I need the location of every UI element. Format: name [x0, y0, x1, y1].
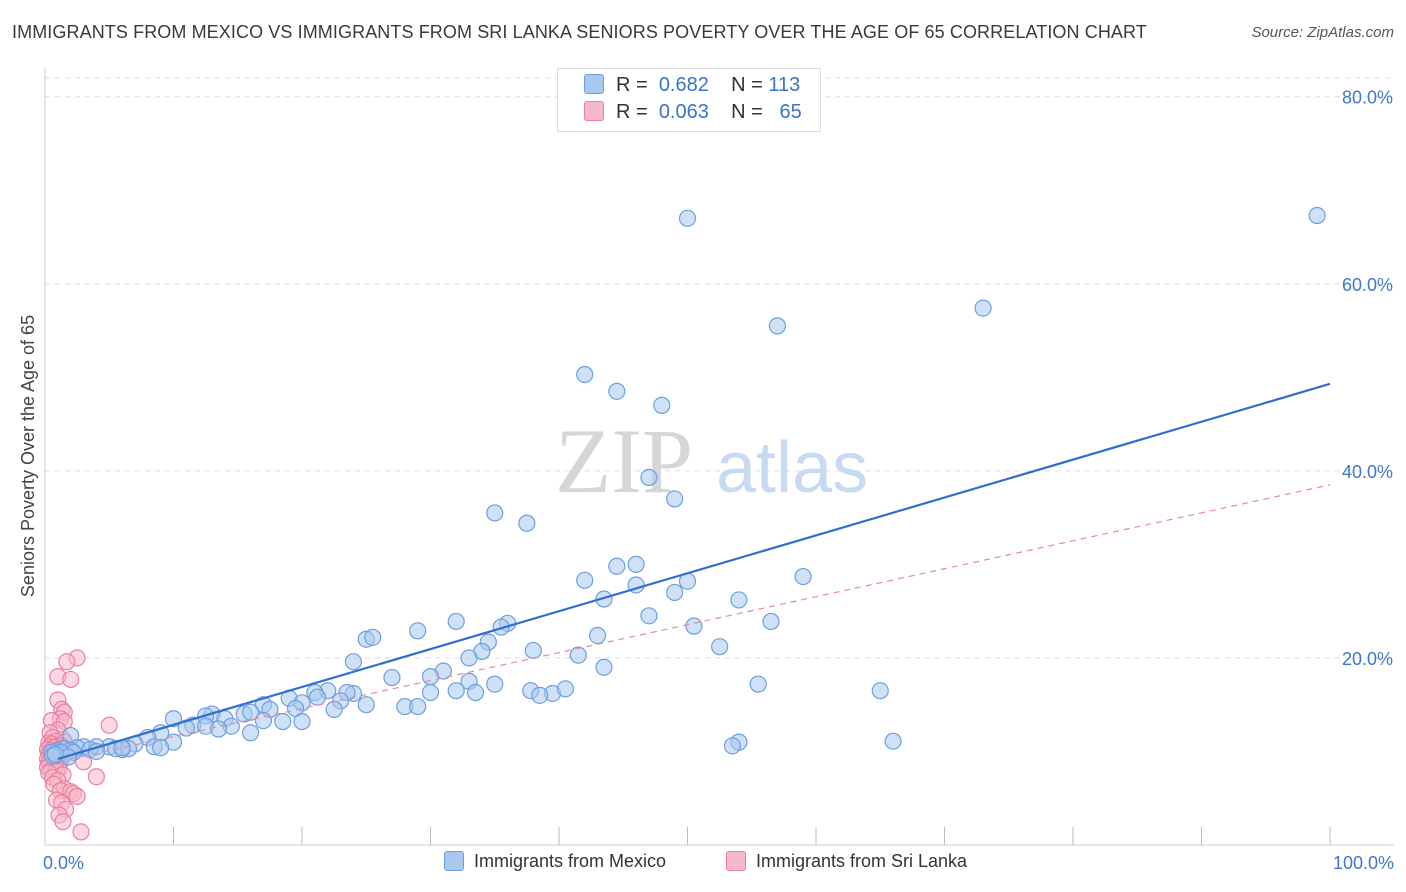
data-point-mexico[interactable]: [576, 571, 594, 589]
trend-line-sri-lanka: [48, 484, 1331, 765]
data-point-mexico[interactable]: [569, 646, 587, 664]
data-point-mexico[interactable]: [723, 737, 742, 755]
legend-n-value: 113: [768, 74, 801, 96]
data-point-mexico[interactable]: [308, 688, 327, 706]
bottom-legend-label: Immigrants from Sri Lanka: [756, 851, 968, 871]
tick-labels: 20.0% 40.0% 60.0% 80.0% 0.0% 100.0%: [43, 88, 1394, 873]
data-point-mexico[interactable]: [678, 209, 697, 227]
data-point-sri-lanka[interactable]: [100, 716, 118, 734]
data-point-mexico[interactable]: [325, 700, 343, 718]
watermark-atlas: atlas: [716, 428, 868, 508]
data-point-mexico[interactable]: [274, 712, 292, 731]
data-point-sri-lanka[interactable]: [68, 787, 86, 805]
data-point-mexico[interactable]: [974, 299, 992, 317]
trend-lines: [48, 382, 1331, 765]
data-point-mexico[interactable]: [486, 675, 504, 693]
correlation-legend: R = 0.682 N = 113 R = 0.063 N = 65: [557, 68, 821, 132]
data-point-mexico[interactable]: [486, 504, 504, 522]
data-point-mexico[interactable]: [588, 626, 607, 645]
legend-n-label: N =: [731, 74, 763, 96]
watermark: ZIP atlas: [555, 410, 868, 512]
data-point-mexico[interactable]: [447, 682, 465, 700]
bottom-legend-sri-lanka[interactable]: Immigrants from Sri Lanka: [726, 851, 967, 872]
y-tick-label: 80.0%: [1342, 88, 1393, 108]
legend-n-value: 65: [779, 101, 802, 123]
y-tick-label: 60.0%: [1342, 275, 1393, 295]
data-point-mexico[interactable]: [749, 675, 767, 693]
bottom-legend-swatch-pink: [726, 851, 746, 871]
data-point-mexico[interactable]: [152, 739, 170, 757]
data-point-mexico[interactable]: [768, 317, 787, 335]
data-point-mexico[interactable]: [1308, 206, 1326, 225]
data-point-mexico[interactable]: [627, 555, 645, 573]
data-point-mexico[interactable]: [364, 628, 382, 646]
data-point-mexico[interactable]: [466, 683, 485, 702]
data-point-mexico[interactable]: [640, 607, 658, 625]
bottom-legend-swatch-blue: [444, 851, 464, 871]
data-point-mexico[interactable]: [357, 696, 375, 714]
legend-row-mexico: R = 0.682 N = 113: [584, 74, 800, 100]
legend-n-label: N =: [731, 101, 763, 123]
legend-r-value: 0.682: [658, 74, 709, 96]
data-point-mexico[interactable]: [409, 697, 427, 716]
data-point-mexico[interactable]: [884, 732, 902, 750]
data-point-mexico[interactable]: [421, 683, 440, 702]
data-point-mexico[interactable]: [685, 617, 703, 635]
source-label: Source: ZipAtlas.com: [1251, 24, 1394, 41]
data-point-mexico[interactable]: [666, 490, 684, 508]
data-point-mexico[interactable]: [518, 514, 536, 532]
legend-swatch-blue: [584, 74, 604, 94]
data-point-sri-lanka[interactable]: [54, 813, 72, 831]
data-point-mexico[interactable]: [447, 612, 465, 631]
data-point-mexico[interactable]: [608, 557, 626, 575]
series-mexico: [42, 206, 1326, 766]
data-point-mexico[interactable]: [640, 468, 658, 487]
x-tick-label: 0.0%: [43, 853, 84, 873]
data-point-sri-lanka[interactable]: [87, 768, 106, 786]
bottom-legend-label: Immigrants from Mexico: [474, 851, 667, 871]
data-point-mexico[interactable]: [666, 583, 684, 602]
legend-r-value: 0.063: [658, 101, 709, 123]
x-tick-label: 100.0%: [1333, 853, 1394, 873]
data-point-mexico[interactable]: [383, 668, 401, 687]
data-point-mexico[interactable]: [421, 668, 440, 686]
data-point-mexico[interactable]: [794, 567, 812, 586]
data-point-mexico[interactable]: [409, 622, 427, 640]
bottom-legend-mexico[interactable]: Immigrants from Mexico: [444, 851, 666, 872]
data-point-mexico[interactable]: [556, 680, 575, 698]
data-point-mexico[interactable]: [344, 653, 362, 671]
y-axis-label: Seniors Poverty Over the Age of 65: [18, 315, 38, 597]
gridlines: [45, 77, 1394, 659]
y-tick-label: 40.0%: [1342, 462, 1393, 482]
legend-r-label: R =: [616, 74, 648, 96]
data-point-mexico[interactable]: [653, 396, 671, 414]
data-point-mexico[interactable]: [254, 711, 273, 730]
y-tick-label: 20.0%: [1342, 649, 1393, 669]
data-point-mexico[interactable]: [460, 649, 478, 667]
data-point-mexico[interactable]: [524, 641, 542, 660]
data-point-mexico[interactable]: [762, 612, 780, 631]
data-point-mexico[interactable]: [531, 686, 549, 704]
data-point-mexico[interactable]: [492, 618, 510, 636]
data-point-sri-lanka[interactable]: [72, 823, 90, 841]
data-point-mexico[interactable]: [730, 591, 748, 609]
legend-swatch-pink: [584, 101, 604, 121]
legend-row-sri-lanka: R = 0.063 N = 65: [584, 101, 802, 127]
data-point-mexico[interactable]: [242, 724, 260, 742]
data-point-mexico[interactable]: [871, 682, 889, 700]
data-point-sri-lanka[interactable]: [58, 653, 76, 671]
data-point-mexico[interactable]: [608, 382, 626, 400]
legend-r-label: R =: [616, 101, 648, 123]
data-point-mexico[interactable]: [711, 638, 729, 656]
data-point-mexico[interactable]: [46, 745, 64, 763]
trend-line-mexico: [57, 382, 1331, 761]
data-point-sri-lanka[interactable]: [62, 670, 80, 689]
chart-title: IMMIGRANTS FROM MEXICO VS IMMIGRANTS FRO…: [12, 22, 1147, 42]
data-point-mexico[interactable]: [293, 712, 311, 731]
data-point-mexico[interactable]: [595, 658, 613, 676]
data-point-mexico[interactable]: [242, 703, 260, 721]
data-point-mexico[interactable]: [576, 365, 594, 384]
data-point-mexico[interactable]: [209, 720, 228, 738]
